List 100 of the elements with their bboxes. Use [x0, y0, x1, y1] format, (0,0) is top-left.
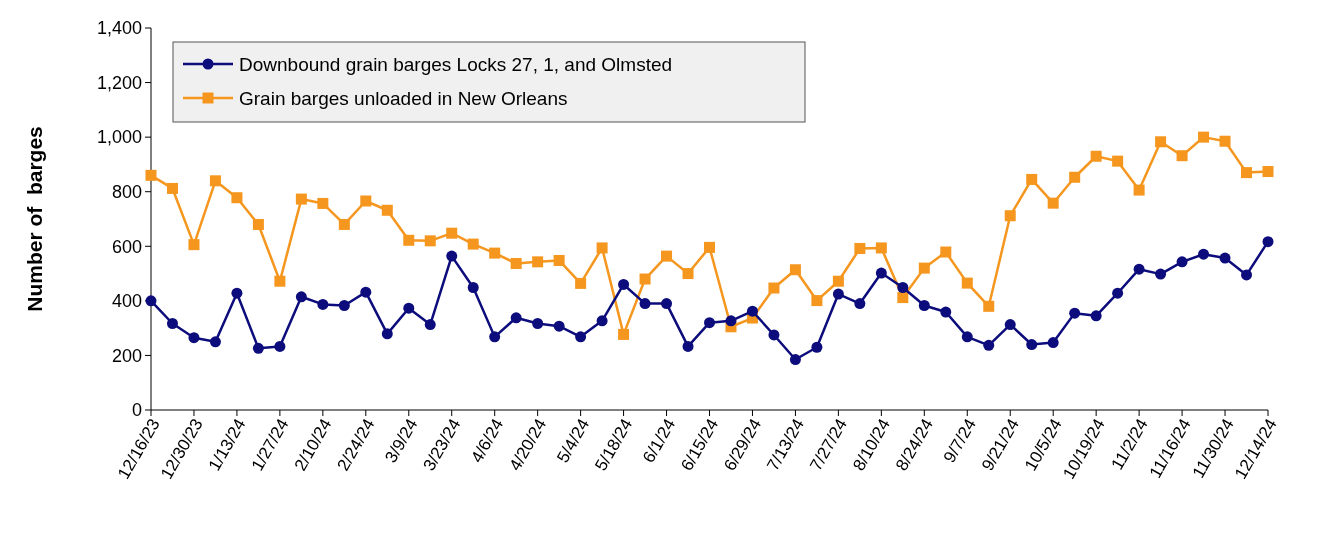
point: [274, 275, 286, 287]
point: [532, 318, 544, 329]
point: [295, 291, 307, 303]
point: [983, 300, 995, 312]
point: [1155, 136, 1167, 148]
point: [746, 305, 758, 317]
point: [231, 192, 243, 204]
point: [360, 286, 372, 298]
y-tick-label: 1,000: [96, 127, 142, 148]
point: [789, 264, 801, 276]
y-tick-label: 1,200: [96, 72, 142, 93]
point: [274, 340, 286, 352]
point: [1262, 236, 1274, 248]
point: [789, 354, 801, 366]
legend-label: Downbound grain barges Locks 27, 1, and Olmsted: [239, 53, 673, 75]
point: [854, 298, 866, 310]
point: [188, 332, 200, 344]
point: [897, 281, 909, 293]
point: [1026, 173, 1038, 185]
point: [381, 204, 393, 216]
point: [618, 328, 630, 340]
point: [553, 320, 565, 332]
point: [596, 242, 608, 254]
point: [1176, 150, 1188, 162]
point: [553, 254, 565, 266]
point: [832, 288, 844, 300]
point: [704, 241, 715, 253]
point: [1047, 337, 1059, 349]
point: [897, 292, 909, 304]
point: [1198, 131, 1210, 143]
point: [682, 340, 694, 352]
point: [145, 169, 157, 181]
point: [725, 315, 737, 327]
point: [1176, 256, 1188, 268]
point: [811, 295, 823, 307]
point: [961, 277, 973, 289]
y-axis-title: Number of barges: [23, 126, 46, 312]
point: [875, 267, 887, 279]
point: [1241, 269, 1253, 281]
point: [446, 250, 458, 262]
point: [1026, 339, 1038, 351]
point: [1133, 263, 1145, 275]
y-tick-label: 800: [111, 182, 142, 203]
point: [940, 246, 952, 258]
y-tick-label: 1,400: [96, 18, 142, 39]
point: [403, 302, 415, 314]
point: [209, 336, 221, 348]
point: [1241, 167, 1253, 179]
point: [1198, 248, 1210, 260]
point: [532, 256, 544, 268]
point: [424, 235, 436, 247]
point: [1047, 197, 1059, 209]
point: [317, 298, 329, 310]
point: [1004, 210, 1016, 222]
point: [252, 342, 264, 354]
point: [1112, 155, 1124, 167]
point: [1133, 184, 1145, 196]
y-tick-label: 200: [111, 345, 142, 366]
point: [145, 295, 157, 307]
point: [639, 298, 651, 310]
point: [661, 250, 673, 262]
point: [940, 306, 952, 318]
point: [166, 182, 178, 194]
point: [875, 242, 887, 254]
point: [1112, 287, 1124, 299]
point: [1219, 252, 1231, 264]
point: [510, 312, 522, 324]
point: [1090, 150, 1102, 162]
point: [1069, 171, 1081, 183]
point: [295, 193, 307, 205]
point: [489, 247, 501, 259]
point: [381, 328, 393, 340]
point: [682, 268, 694, 280]
point: [403, 234, 415, 246]
point: [1004, 319, 1016, 331]
point: [489, 331, 501, 343]
point: [832, 275, 844, 287]
point: [918, 262, 930, 274]
y-tick-label: 400: [111, 291, 142, 312]
point: [1069, 307, 1081, 319]
point: [596, 315, 608, 327]
point: [1155, 268, 1167, 280]
y-tick-label: 0: [131, 400, 142, 421]
point: [338, 218, 350, 230]
point: [252, 218, 264, 230]
point: [661, 298, 673, 310]
point: [209, 175, 221, 187]
point: [446, 227, 458, 239]
point: [1090, 310, 1102, 322]
legend-label: Grain barges unloaded in New Orleans: [239, 87, 568, 109]
point: [188, 239, 200, 251]
point: [983, 339, 995, 351]
point: [575, 277, 587, 289]
point: [961, 331, 973, 343]
point: [618, 278, 630, 290]
point: [575, 331, 587, 343]
point: [639, 273, 651, 285]
y-tick-label: 600: [111, 236, 142, 257]
point: [424, 319, 436, 331]
point: [231, 287, 243, 299]
